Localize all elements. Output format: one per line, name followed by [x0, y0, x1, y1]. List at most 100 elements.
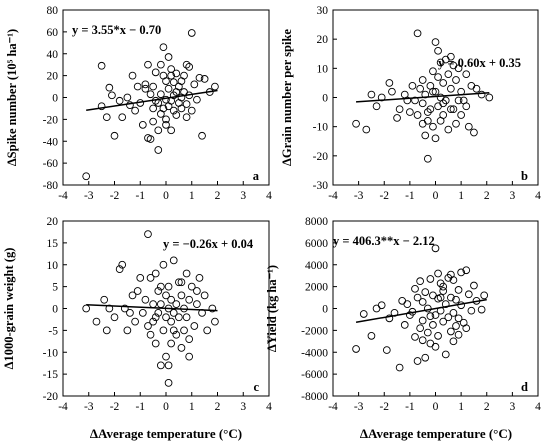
- data-point-c-24: [154, 309, 163, 317]
- data-point-b-11: [408, 81, 417, 90]
- data-point-d-38: [441, 350, 450, 359]
- data-point-c-12: [131, 317, 139, 326]
- y-tick-label-b-2: -10: [313, 122, 329, 134]
- xlabel-c: ΔAverage temperature (°C): [90, 426, 242, 441]
- data-point-a-23: [151, 68, 160, 77]
- x-tick-label-c-5: 1: [189, 401, 195, 413]
- x-tick-label-c-7: 3: [240, 401, 246, 413]
- data-point-b-23: [426, 105, 435, 114]
- data-point-a-28: [157, 90, 165, 99]
- data-point-d-33: [434, 331, 442, 340]
- data-point-b-40: [447, 52, 455, 61]
- data-point-c-20: [149, 300, 157, 308]
- data-point-c-41: [172, 300, 181, 308]
- data-point-d-17: [416, 324, 424, 333]
- data-point-d-9: [398, 296, 407, 305]
- data-point-c-38: [169, 256, 178, 265]
- panel-d: -4 -3 -2 -1 0 1 2 3 4 -8000 -6000 -4000 -2000 0 2000 40…: [265, 216, 541, 441]
- data-point-b-57: [403, 96, 412, 105]
- data-point-c-54: [193, 300, 201, 308]
- data-point-b-49: [462, 70, 471, 79]
- data-point-b-12: [411, 96, 419, 105]
- trendline-c: [86, 304, 218, 312]
- y-tick-label-d-4: 0: [322, 304, 328, 316]
- data-point-a-15: [141, 84, 150, 93]
- data-point-d-21: [421, 288, 430, 296]
- data-point-c-28: [159, 326, 168, 335]
- points-c: [82, 230, 219, 387]
- data-point-d-23: [423, 304, 432, 313]
- data-point-c-2: [100, 295, 109, 304]
- data-point-b-47: [457, 111, 465, 119]
- data-point-a-52: [180, 88, 188, 96]
- data-point-c-64: [177, 278, 186, 287]
- data-point-b-58: [439, 99, 448, 108]
- x-tick-label-d-3: -1: [405, 401, 415, 413]
- x-tick-label-c-2: -2: [110, 401, 120, 413]
- x-tick-label-a-7: 3: [240, 190, 246, 202]
- equation-d: y = 406.3**x − 2.12: [333, 234, 435, 248]
- equation-b: y = 0.60x + 0.35: [438, 56, 521, 70]
- data-point-a-55: [185, 63, 194, 71]
- data-point-c-16: [144, 230, 152, 238]
- x-tick-label-a-1: -3: [84, 190, 94, 202]
- data-point-d-41: [444, 313, 453, 322]
- data-point-b-1: [362, 125, 371, 134]
- x-tick-label-b-6: 2: [484, 190, 490, 202]
- data-point-a-10: [126, 101, 134, 110]
- x-tick-label-a-5: 1: [189, 190, 195, 202]
- data-point-c-65: [157, 282, 165, 291]
- data-point-a-50: [177, 104, 186, 113]
- data-point-b-51: [467, 81, 476, 90]
- equation-a: y = 3.55*x − 0.70: [72, 23, 161, 37]
- data-point-d-24: [426, 339, 435, 348]
- data-point-b-53: [472, 84, 481, 93]
- data-point-a-0: [82, 172, 91, 181]
- data-point-a-73: [182, 113, 191, 122]
- data-point-b-50: [464, 122, 473, 131]
- y-tick-label-d-0: -8000: [301, 391, 328, 403]
- data-point-d-19: [418, 298, 427, 306]
- data-point-d-46: [452, 322, 460, 330]
- x-tick-label-b-2: -2: [379, 190, 389, 202]
- data-point-c-11: [128, 291, 137, 300]
- data-point-c-53: [190, 322, 199, 330]
- data-point-d-69: [411, 284, 419, 293]
- points-b: [352, 29, 494, 163]
- data-point-a-67: [162, 120, 170, 129]
- x-tick-label-b-4: 0: [433, 190, 439, 202]
- data-point-a-72: [167, 126, 176, 135]
- y-tick-label-c-4: 0: [52, 304, 58, 316]
- x-tick-label-d-0: -4: [328, 401, 338, 413]
- data-point-a-7: [115, 96, 124, 105]
- data-point-d-3: [372, 304, 381, 313]
- data-point-b-3: [372, 102, 381, 111]
- data-point-d-5: [382, 346, 391, 354]
- y-tick-label-d-1: -6000: [301, 369, 328, 381]
- y-tick-label-c-0: -20: [43, 391, 59, 403]
- data-point-d-6: [385, 314, 394, 323]
- x-tick-label-d-6: 2: [484, 401, 490, 413]
- data-point-c-44: [177, 344, 186, 352]
- data-point-a-53: [182, 60, 191, 69]
- data-point-b-19: [421, 90, 430, 99]
- y-tick-label-b-6: 30: [317, 5, 329, 17]
- data-point-a-21: [149, 82, 157, 91]
- data-point-d-64: [436, 293, 445, 302]
- y-tick-label-c-2: -10: [43, 347, 59, 359]
- y-tick-label-a-6: 40: [47, 49, 59, 61]
- data-point-c-1: [92, 317, 101, 326]
- data-point-b-13: [413, 29, 422, 38]
- y-tick-label-d-8: 8000: [305, 216, 328, 228]
- data-point-c-3: [102, 326, 111, 335]
- data-point-c-21: [151, 269, 160, 278]
- data-point-b-0: [352, 119, 360, 128]
- data-point-d-30: [431, 342, 440, 351]
- data-point-a-14: [138, 120, 147, 129]
- data-point-b-10: [406, 108, 414, 116]
- data-point-d-31: [434, 269, 442, 278]
- data-point-d-59: [480, 291, 489, 300]
- x-tick-label-d-8: 4: [535, 401, 541, 413]
- data-point-c-58: [203, 326, 212, 335]
- y-tick-label-c-3: -5: [48, 325, 58, 337]
